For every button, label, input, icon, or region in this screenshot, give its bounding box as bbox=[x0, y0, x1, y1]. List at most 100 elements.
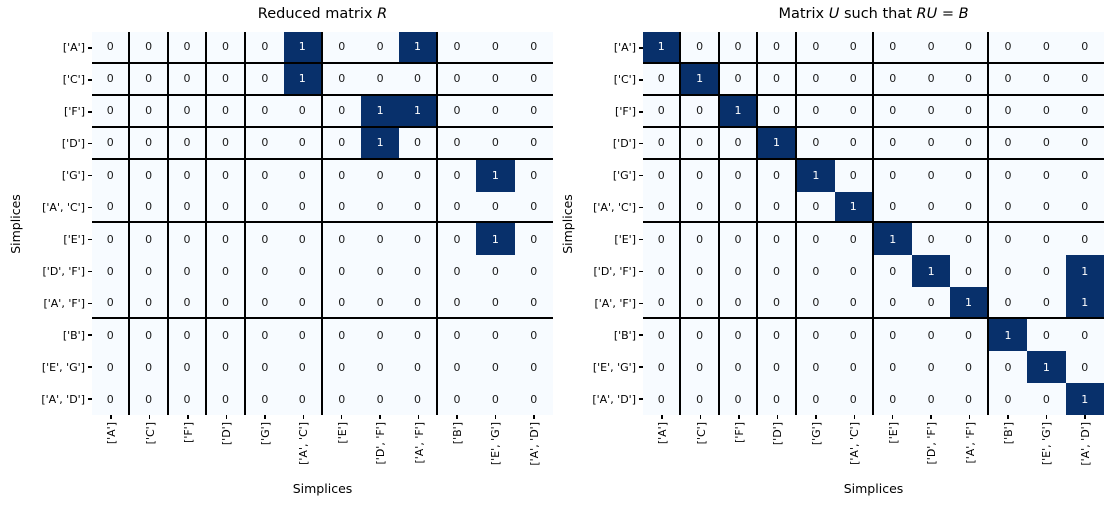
matrix-cell: 0 bbox=[643, 95, 682, 128]
x-tick-mark bbox=[1045, 415, 1048, 419]
matrix-cell: 0 bbox=[988, 127, 1028, 160]
matrix-cell: 0 bbox=[681, 351, 720, 384]
row-tick-label: ['A'] bbox=[613, 41, 636, 55]
row-tick-label: ['B'] bbox=[62, 328, 85, 342]
matrix-cell: 1 bbox=[399, 32, 438, 64]
matrix-cell: 0 bbox=[322, 127, 361, 160]
matrix-cell: 0 bbox=[130, 351, 169, 384]
matrix-cell: 0 bbox=[643, 287, 682, 320]
matrix-cell: 0 bbox=[360, 383, 400, 415]
matrix-cell: 0 bbox=[911, 32, 951, 64]
matrix-cell: 0 bbox=[911, 95, 951, 128]
subplot-matrix-u: Matrix U such that RU = B Simplices ['A'… bbox=[556, 0, 1112, 512]
matrix-cell: 1 bbox=[873, 223, 912, 256]
matrix-cell: 0 bbox=[130, 383, 169, 415]
matrix-cell: 1 bbox=[399, 95, 438, 128]
matrix-cell: 0 bbox=[168, 223, 208, 256]
matrix-cell: 0 bbox=[322, 319, 361, 352]
matrix-cell: 0 bbox=[835, 287, 874, 320]
matrix-cell: 0 bbox=[284, 255, 323, 288]
matrix-cell: 0 bbox=[514, 351, 553, 384]
y-tick-mark bbox=[639, 302, 643, 305]
col-tick-label: ['B'] bbox=[1001, 422, 1015, 445]
matrix-cell: 0 bbox=[92, 191, 131, 224]
y-tick-mark bbox=[88, 79, 92, 81]
row-tick-label: ['E', 'G'] bbox=[592, 360, 636, 374]
matrix-cell: 0 bbox=[873, 191, 912, 224]
row-tick-label: ['A', 'C'] bbox=[42, 201, 85, 215]
matrix-cell: 0 bbox=[168, 191, 208, 224]
matrix-cell: 0 bbox=[719, 191, 759, 224]
matrix-cell: 0 bbox=[681, 383, 720, 415]
subplot-reduced-matrix-r: Reduced matrix R Simplices ['A'] ['C'] ['F… bbox=[8, 6, 553, 496]
matrix-cell: 0 bbox=[514, 383, 553, 415]
matrix-cell: 0 bbox=[245, 95, 285, 128]
x-tick-mark bbox=[148, 415, 151, 419]
matrix-cell: 0 bbox=[360, 223, 400, 256]
matrix-cell: 0 bbox=[758, 63, 797, 96]
matrix-cell: 0 bbox=[284, 95, 323, 128]
matrix-cell: 0 bbox=[719, 287, 759, 320]
matrix-cell: 0 bbox=[950, 351, 989, 384]
matrix-cell: 1 bbox=[476, 159, 515, 192]
row-tick-label: ['B'] bbox=[613, 328, 636, 342]
matrix-cell: 0 bbox=[437, 255, 477, 288]
matrix-cell: 0 bbox=[988, 159, 1028, 192]
matrix-cell: 1 bbox=[1065, 383, 1104, 415]
row-tick-label: ['F'] bbox=[615, 105, 636, 119]
col-tick-label: ['A', 'D'] bbox=[527, 422, 541, 466]
matrix-cell: 0 bbox=[245, 287, 285, 320]
matrix-cell: 0 bbox=[92, 63, 131, 96]
y-tick-mark bbox=[88, 398, 92, 400]
x-tick-mark bbox=[738, 415, 740, 419]
x-tick-mark bbox=[891, 415, 894, 419]
col-tick-label: ['F'] bbox=[182, 422, 196, 443]
matrix-cell: 0 bbox=[681, 287, 720, 320]
x-axis-label: Simplices bbox=[292, 481, 353, 496]
matrix-cell: 0 bbox=[873, 63, 912, 96]
matrix-cell: 0 bbox=[1027, 287, 1066, 320]
matrix-cell: 0 bbox=[681, 95, 720, 128]
row-tick-label: ['G'] bbox=[612, 169, 636, 183]
row-tick-label: ['D'] bbox=[61, 137, 85, 151]
matrix-cell: 0 bbox=[284, 383, 323, 415]
row-tick-label: ['E'] bbox=[614, 232, 636, 246]
matrix-cell: 0 bbox=[988, 383, 1028, 415]
col-tick-label: ['E', 'G'] bbox=[1040, 422, 1054, 466]
x-tick-mark bbox=[1007, 415, 1009, 419]
matrix-cell: 0 bbox=[130, 95, 169, 128]
matrix-cell: 0 bbox=[360, 63, 400, 96]
matrix-cell: 0 bbox=[399, 127, 438, 160]
matrix-cell: 0 bbox=[92, 255, 131, 288]
row-tick-label: ['D'] bbox=[612, 137, 636, 151]
matrix-cell: 0 bbox=[360, 319, 400, 352]
matrix-cell: 0 bbox=[643, 127, 682, 160]
matrix-cell: 0 bbox=[245, 159, 285, 192]
matrix-cell: 0 bbox=[514, 127, 553, 160]
col-tick-label: ['E', 'G'] bbox=[489, 422, 503, 466]
col-tick-label: ['D', 'F'] bbox=[374, 422, 388, 465]
matrix-cell: 1 bbox=[796, 159, 836, 192]
matrix-cell: 1 bbox=[1027, 351, 1066, 384]
matrix-cell: 0 bbox=[988, 287, 1028, 320]
matrix-cell: 0 bbox=[950, 63, 989, 96]
matrix-cell: 0 bbox=[476, 32, 515, 64]
x-tick-mark bbox=[302, 415, 305, 419]
matrix-cell: 0 bbox=[988, 223, 1028, 256]
y-tick-mark bbox=[639, 270, 643, 273]
y-tick-mark bbox=[88, 174, 92, 177]
matrix-cell: 0 bbox=[322, 95, 361, 128]
matrix-cell: 0 bbox=[796, 287, 836, 320]
col-tick-label: ['D'] bbox=[771, 422, 785, 446]
col-tick-label: ['A', 'F'] bbox=[963, 422, 977, 464]
matrix-cell: 0 bbox=[130, 159, 169, 192]
y-tick-mark bbox=[639, 142, 643, 145]
matrix-cell: 0 bbox=[322, 159, 361, 192]
matrix-cell: 0 bbox=[168, 32, 208, 64]
matrix-cell: 1 bbox=[911, 255, 951, 288]
matrix-cell: 0 bbox=[1027, 319, 1066, 352]
matrix-cell: 0 bbox=[476, 383, 515, 415]
matrix-cell: 0 bbox=[399, 63, 438, 96]
matrix-cell: 0 bbox=[514, 63, 553, 96]
